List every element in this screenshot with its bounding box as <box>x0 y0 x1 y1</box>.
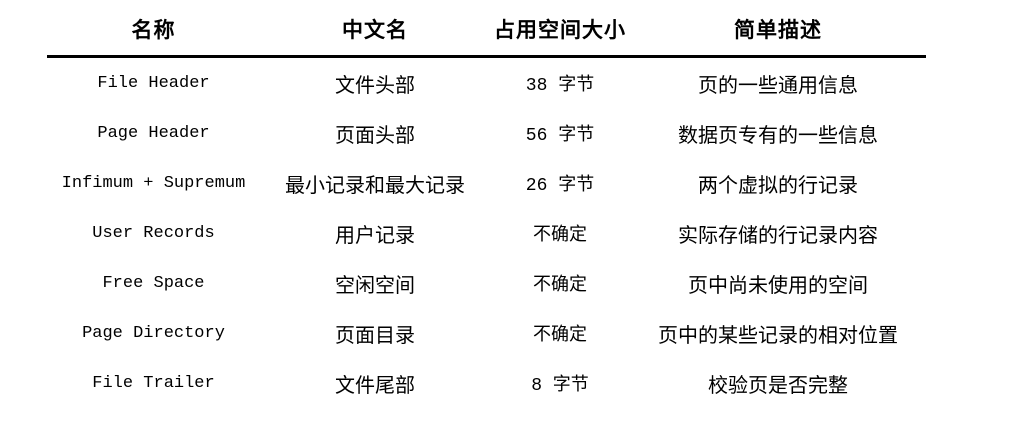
table-header: 名称 中文名 占用空间大小 简单描述 <box>47 2 926 58</box>
cell-description: 页中的某些记录的相对位置 <box>658 324 898 347</box>
page-structure-table: 名称 中文名 占用空间大小 简单描述 File Header 文件头部 38 字… <box>47 2 926 408</box>
header-row: 名称 中文名 占用空间大小 简单描述 <box>47 2 926 58</box>
column-header-chinese-name: 中文名 <box>260 2 490 58</box>
cell-chinese-name: 页面目录 <box>335 324 415 347</box>
cell-chinese-name: 用户记录 <box>335 224 415 247</box>
cell-size: 不确定 <box>533 226 587 246</box>
table-row: Page Directory 页面目录 不确定 页中的某些记录的相对位置 <box>47 308 926 358</box>
cell-description: 页中尚未使用的空间 <box>688 274 868 297</box>
cell-description: 实际存储的行记录内容 <box>678 224 878 247</box>
cell-size: 38 字节 <box>525 76 595 96</box>
cell-chinese-name: 文件尾部 <box>335 374 415 397</box>
cell-name: Page Directory <box>82 323 225 343</box>
cell-size: 不确定 <box>533 276 587 296</box>
cell-name: Infimum + Supremum <box>61 173 246 193</box>
table-row: Page Header 页面头部 56 字节 数据页专有的一些信息 <box>47 108 926 158</box>
cell-name: Free Space <box>102 273 205 293</box>
table-row: User Records 用户记录 不确定 实际存储的行记录内容 <box>47 208 926 258</box>
cell-name: File Trailer <box>92 373 215 393</box>
cell-name: User Records <box>92 223 215 243</box>
table-row: Infimum + Supremum 最小记录和最大记录 26 字节 两个虚拟的… <box>47 158 926 208</box>
cell-name: Page Header <box>97 123 210 143</box>
cell-size: 56 字节 <box>525 126 595 146</box>
cell-chinese-name: 文件头部 <box>335 74 415 97</box>
cell-description: 两个虚拟的行记录 <box>698 174 858 197</box>
table-row: File Trailer 文件尾部 8 字节 校验页是否完整 <box>47 358 926 408</box>
cell-size: 8 字节 <box>531 376 589 396</box>
table-body: File Header 文件头部 38 字节 页的一些通用信息 Page Hea… <box>47 57 926 409</box>
cell-chinese-name: 页面头部 <box>335 124 415 147</box>
column-header-name: 名称 <box>47 2 260 58</box>
cell-description: 校验页是否完整 <box>708 374 848 397</box>
table-row: Free Space 空闲空间 不确定 页中尚未使用的空间 <box>47 258 926 308</box>
cell-chinese-name: 最小记录和最大记录 <box>285 174 465 197</box>
table-row: File Header 文件头部 38 字节 页的一些通用信息 <box>47 57 926 109</box>
cell-size: 不确定 <box>533 326 587 346</box>
column-header-size: 占用空间大小 <box>490 2 630 58</box>
cell-size: 26 字节 <box>525 176 595 196</box>
cell-description: 页的一些通用信息 <box>698 74 858 97</box>
cell-chinese-name: 空闲空间 <box>335 274 415 297</box>
cell-description: 数据页专有的一些信息 <box>678 124 878 147</box>
cell-name: File Header <box>97 73 210 93</box>
column-header-description: 简单描述 <box>630 2 926 58</box>
